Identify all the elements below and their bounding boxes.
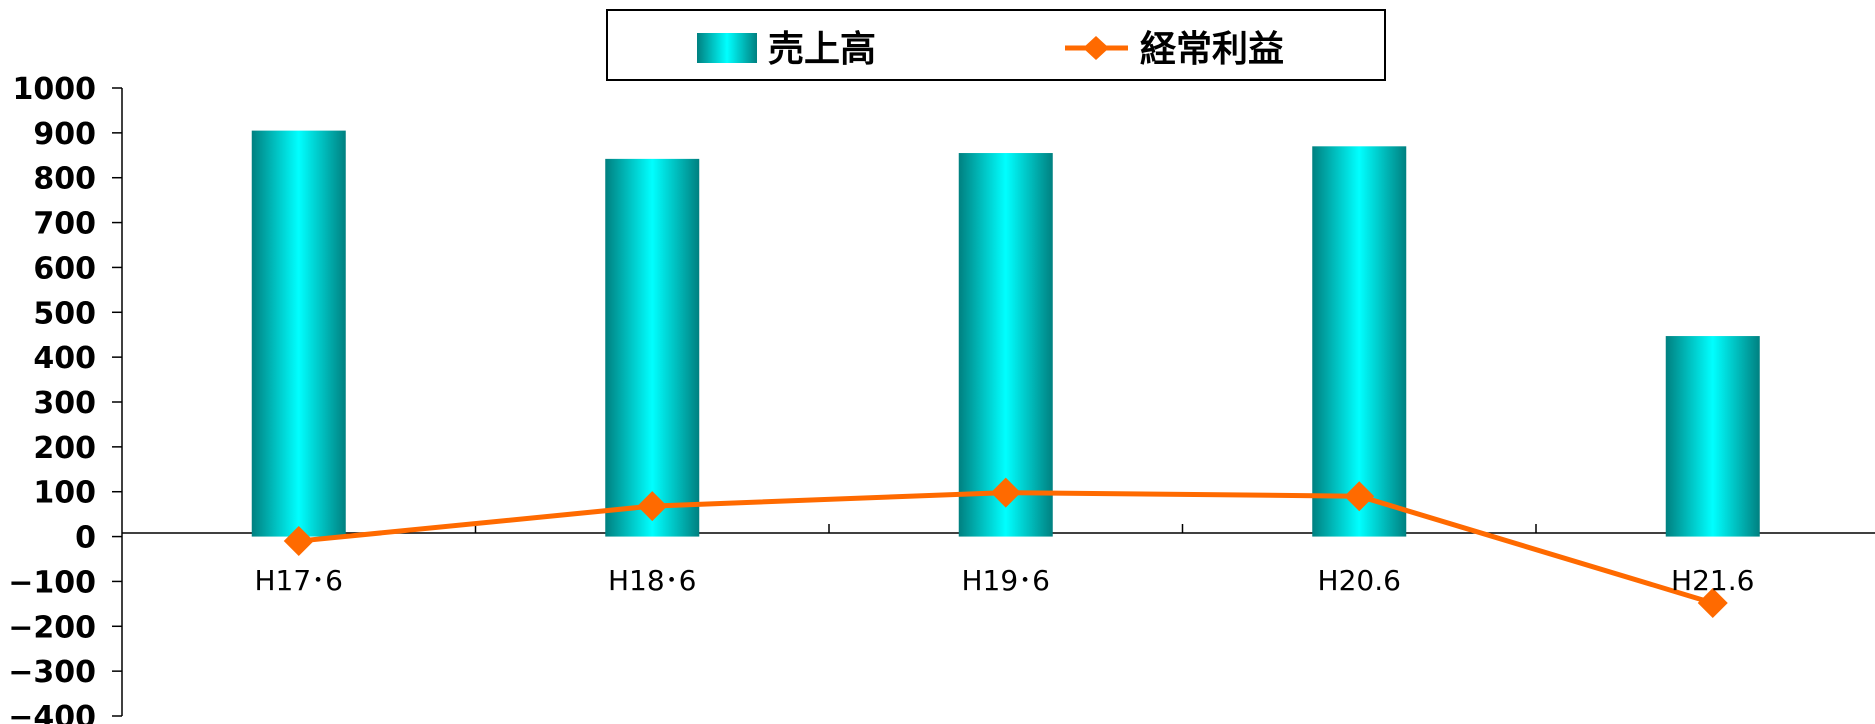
legend-label-sales: 売上高	[768, 29, 876, 70]
y-tick-label: 800	[33, 162, 96, 197]
bars	[251, 130, 1760, 537]
x-labels: H17･6 H18･6 H19･6 H20.6 H21.6	[255, 564, 1755, 597]
y-tick-label: 500	[33, 296, 96, 331]
legend: 売上高 経常利益	[606, 9, 1386, 81]
bar-sales	[1665, 336, 1760, 537]
y-tick-label: 400	[33, 341, 96, 376]
x-tick-label: H19･6	[962, 564, 1051, 597]
x-tick-label: H20.6	[1318, 564, 1401, 597]
y-tick-label: 100	[33, 476, 96, 511]
bar-sales	[251, 130, 346, 537]
y-tick-label: −300	[8, 655, 96, 690]
bar-sales	[605, 158, 700, 537]
profit-marker	[990, 477, 1021, 508]
bar-sales	[1312, 146, 1407, 537]
profit-markers	[283, 477, 1728, 618]
profit-marker	[1344, 481, 1375, 512]
y-tick-label: 1000	[13, 72, 97, 107]
legend-label-profit: 経常利益	[1140, 29, 1284, 70]
legend-swatch-marker	[1083, 36, 1109, 60]
y-tick-label: −100	[8, 565, 96, 600]
x-tick-label: H21.6	[1671, 564, 1754, 597]
y-tick-label: 300	[33, 386, 96, 421]
y-tick-label: −400	[8, 700, 96, 724]
y-tick-label: 600	[33, 251, 96, 286]
profit-marker	[283, 526, 314, 557]
y-tick-label: 700	[33, 207, 96, 242]
profit-marker	[637, 491, 668, 522]
y-tick-label: −200	[8, 610, 96, 645]
y-ticks: 10009008007006005004003002001000−100−200…	[8, 72, 122, 724]
y-tick-label: 200	[33, 431, 96, 466]
profit-marker	[1697, 587, 1728, 618]
legend-swatch-bar	[697, 33, 757, 63]
x-tick-label: H18･6	[608, 564, 697, 597]
bar-sales	[958, 153, 1053, 537]
y-tick-label: 900	[33, 117, 96, 152]
y-tick-label: 0	[75, 521, 96, 556]
x-tick-label: H17･6	[255, 564, 344, 597]
